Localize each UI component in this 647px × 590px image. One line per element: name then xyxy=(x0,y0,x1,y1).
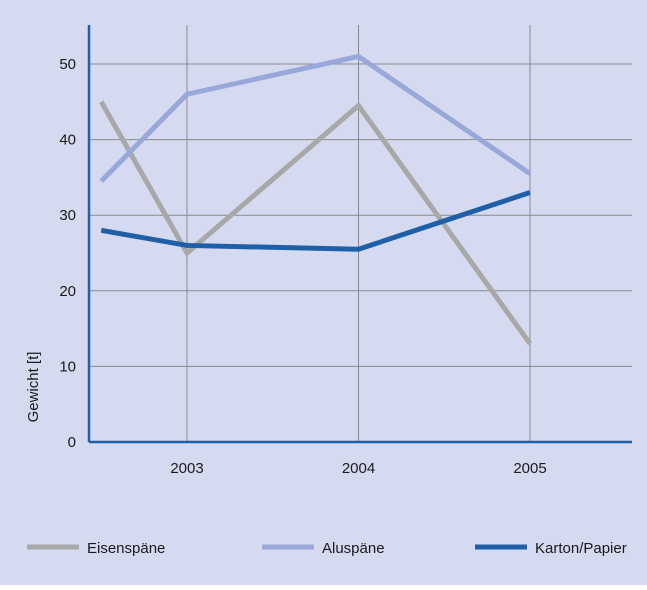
legend-label-1: Eisenspäne xyxy=(87,540,165,557)
y-tick-label-20: 20 xyxy=(59,283,76,300)
series-line-1 xyxy=(99,100,533,346)
legend-label-2: Aluspäne xyxy=(322,540,385,557)
series-lines xyxy=(99,53,533,346)
y-tick-label-50: 50 xyxy=(59,56,76,73)
y-axis-title: Gewicht [t] xyxy=(25,352,42,423)
x-tick-label-2003: 2003 xyxy=(170,460,203,477)
legend: Eisenspäne Aluspäne Karton/Papier xyxy=(27,540,627,557)
x-tick-label-2005: 2005 xyxy=(513,460,546,477)
x-tick-label-2004: 2004 xyxy=(342,460,375,477)
y-tick-label-30: 30 xyxy=(59,207,76,224)
y-tick-label-40: 40 xyxy=(59,132,76,149)
legend-label-3: Karton/Papier xyxy=(535,540,627,557)
y-tick-label-10: 10 xyxy=(59,358,76,375)
y-tick-label-0: 0 xyxy=(68,434,76,451)
tick-labels: 0 10 20 30 40 50 2003 2004 2005 xyxy=(59,56,546,477)
series-line-3 xyxy=(100,190,531,252)
axes xyxy=(87,25,632,444)
series-line-2 xyxy=(99,53,532,183)
